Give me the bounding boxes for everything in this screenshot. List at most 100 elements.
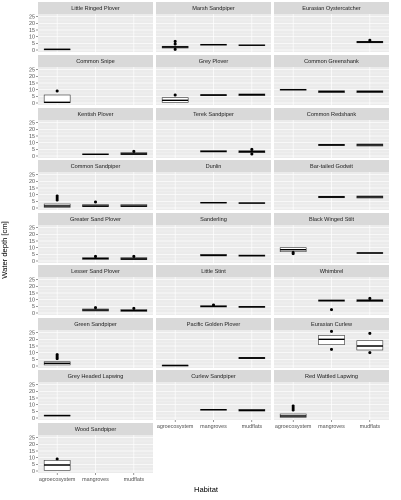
y-tick-label: 0 bbox=[32, 101, 35, 107]
facet-strip bbox=[38, 108, 153, 120]
y-tick-label: 10 bbox=[29, 456, 35, 462]
outlier-point bbox=[173, 47, 177, 51]
facet-panel: Grey Plover bbox=[156, 55, 271, 105]
facet-strip bbox=[274, 160, 389, 172]
facet-title: Common Redshank bbox=[307, 112, 357, 118]
facet-title: Terek Sandpiper bbox=[193, 112, 234, 118]
boxplot bbox=[120, 306, 148, 312]
facet-panel: Black Winged Stilt bbox=[274, 213, 389, 263]
y-tick-label: 15 bbox=[29, 291, 35, 297]
facet-title: Greater Sand Plover bbox=[70, 217, 121, 223]
facet-strip bbox=[156, 213, 271, 225]
y-tick-label: 15 bbox=[29, 449, 35, 455]
facet-strip bbox=[274, 213, 389, 225]
boxplot bbox=[43, 194, 71, 208]
facet-strip bbox=[156, 370, 271, 382]
facet-panel: Whimbrel bbox=[274, 265, 389, 315]
outlier-point bbox=[132, 254, 136, 258]
boxplot bbox=[82, 254, 109, 260]
boxplot bbox=[356, 296, 384, 302]
y-tick-label: 15 bbox=[29, 28, 35, 34]
facet-strip bbox=[156, 265, 271, 277]
x-tick-label: mudflats bbox=[242, 424, 263, 430]
boxplot bbox=[318, 90, 345, 93]
x-tick-label: mudflats bbox=[360, 424, 381, 430]
outlier-point bbox=[291, 250, 295, 254]
boxplot bbox=[318, 329, 345, 351]
y-tick-label: 20 bbox=[29, 21, 35, 27]
y-tick-label: 10 bbox=[29, 193, 35, 199]
outlier-point bbox=[330, 329, 333, 333]
y-tick-label: 0 bbox=[32, 416, 35, 422]
y-tick-label: 0 bbox=[32, 364, 35, 370]
boxplot bbox=[43, 89, 71, 104]
facet-strip bbox=[274, 370, 389, 382]
y-tick-label: 20 bbox=[29, 232, 35, 238]
outlier-point bbox=[330, 347, 333, 351]
facet-panel: Little Stint bbox=[156, 265, 271, 315]
y-tick-label: 20 bbox=[29, 442, 35, 448]
boxplot bbox=[238, 409, 266, 412]
y-tick-label: 0 bbox=[32, 48, 35, 54]
y-tick-label: 15 bbox=[29, 239, 35, 245]
facet-title: Wood Sandpiper bbox=[75, 427, 117, 433]
x-axis-title: Habitat bbox=[194, 485, 219, 494]
boxplot bbox=[356, 252, 384, 254]
boxplot bbox=[200, 303, 227, 308]
boxplot bbox=[279, 404, 307, 418]
boxplot bbox=[318, 299, 345, 312]
boxplot bbox=[200, 409, 227, 411]
boxplot bbox=[356, 90, 384, 93]
outlier-point bbox=[368, 38, 372, 42]
outlier-point bbox=[368, 351, 372, 355]
y-tick-label: 25 bbox=[29, 173, 35, 179]
y-tick-label: 20 bbox=[29, 127, 35, 133]
facet-title: Whimbrel bbox=[320, 269, 344, 275]
facet-title: Lesser Sand Plover bbox=[71, 269, 120, 275]
boxplot bbox=[120, 149, 148, 155]
boxplot bbox=[356, 143, 384, 147]
outlier-point bbox=[94, 254, 97, 258]
facet-title: Little Stint bbox=[201, 269, 226, 275]
facet-title: Common Sandpiper bbox=[71, 164, 121, 170]
boxplot bbox=[238, 147, 266, 156]
facet-panel: Sanderling bbox=[156, 213, 271, 263]
y-tick-label: 5 bbox=[32, 462, 35, 468]
y-tick-label: 25 bbox=[29, 278, 35, 284]
outlier-point bbox=[132, 306, 136, 310]
boxplot bbox=[82, 200, 109, 207]
facet-panel: Marsh Sandpiper bbox=[156, 2, 271, 52]
facet-strip bbox=[274, 2, 389, 14]
boxplot bbox=[161, 39, 189, 51]
boxplot bbox=[120, 204, 148, 207]
x-tick-label: mangroves bbox=[82, 477, 109, 483]
boxplot bbox=[120, 254, 148, 260]
boxplot bbox=[238, 93, 266, 96]
facet-panel: Eurasian Oystercatcher bbox=[274, 2, 389, 52]
facet-panel: Bar-tailed Godwit bbox=[274, 160, 389, 210]
x-tick-label: mudflats bbox=[124, 477, 145, 483]
outlier-point bbox=[368, 296, 372, 300]
facet-title: Eurasian Curlew bbox=[311, 322, 353, 328]
facet-strip bbox=[156, 318, 271, 330]
outlier-point bbox=[291, 404, 295, 408]
y-tick-label: 10 bbox=[29, 298, 35, 304]
facet-strip bbox=[156, 55, 271, 67]
y-tick-label: 25 bbox=[29, 68, 35, 74]
box bbox=[43, 94, 71, 104]
outlier-point bbox=[55, 353, 59, 357]
boxplot bbox=[356, 331, 384, 355]
facet-title: Green Sandpiper bbox=[74, 322, 117, 328]
outlier-point bbox=[173, 93, 177, 97]
x-tick-label: agroecosystem bbox=[157, 424, 194, 430]
x-tick-label: agroecosystem bbox=[39, 477, 76, 483]
y-tick-label: 10 bbox=[29, 403, 35, 409]
y-tick-label: 5 bbox=[32, 147, 35, 153]
y-tick-label: 5 bbox=[32, 357, 35, 363]
boxplot bbox=[43, 414, 71, 417]
